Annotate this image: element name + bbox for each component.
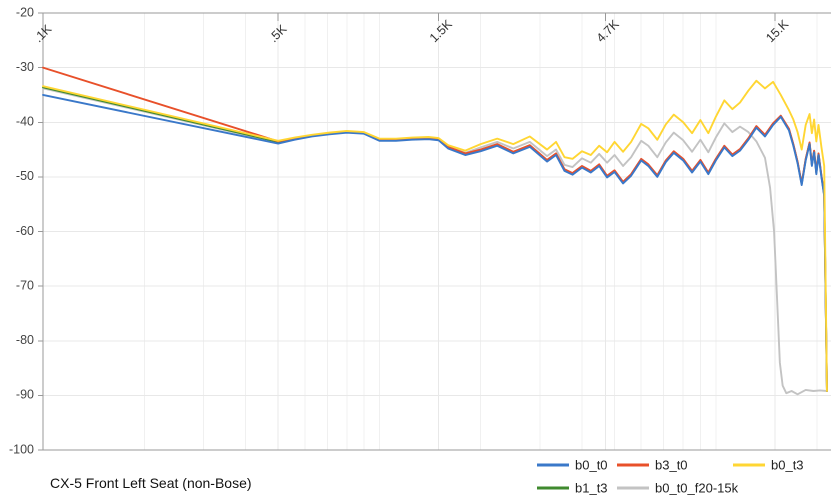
legend-item-b1_t3[interactable]: b1_t3 (537, 480, 608, 495)
legend-item-b0_t0[interactable]: b0_t0 (537, 457, 608, 472)
legend-label-b0_t3: b0_t3 (771, 457, 804, 472)
x-axis-tick-label: .5K (266, 21, 290, 45)
legend-item-b0_t0_f20-15k[interactable]: b0_t0_f20-15k (617, 480, 739, 495)
y-axis-tick-label: -20 (16, 5, 34, 19)
legend-label-b0_t0_f20-15k: b0_t0_f20-15k (655, 480, 739, 495)
y-axis-tick-label: -60 (16, 224, 34, 238)
y-axis-tick-label: -90 (16, 388, 34, 402)
y-axis-tick-label: -100 (9, 442, 34, 456)
y-axis-tick-label: -80 (16, 333, 34, 347)
y-axis-tick-label: -70 (16, 278, 34, 292)
legend-label-b1_t3: b1_t3 (575, 480, 608, 495)
chart-title: CX-5 Front Left Seat (non-Bose) (50, 475, 252, 491)
chart-legend: b0_t0 b3_t0 b0_t3 b1_t3 b0_t0_f20-15k (537, 457, 804, 495)
legend-item-b3_t0[interactable]: b3_t0 (617, 457, 688, 472)
legend-label-b0_t0: b0_t0 (575, 457, 608, 472)
data-series-group (42, 66, 828, 396)
y-axis-tick-label: -30 (16, 60, 34, 74)
y-axis-ticks: -20 -30 -40 -50 -60 -70 -80 -90 -100 (9, 5, 43, 456)
grid-lines (42, 13, 831, 450)
x-axis-tick-label: 15.K (763, 17, 792, 46)
legend-label-b3_t0: b3_t0 (655, 457, 688, 472)
x-axis-ticks: .1K .5K 1.5K 4.7K 15.K (31, 13, 792, 45)
x-axis-tick-label: 1.5K (427, 17, 456, 46)
x-axis-tick-label: 4.7K (594, 17, 623, 46)
y-axis-tick-label: -40 (16, 115, 34, 129)
y-axis-tick-label: -50 (16, 169, 34, 183)
series-line-b0_t0 (42, 93, 828, 392)
series-line-b0_t3 (42, 79, 828, 392)
x-axis-tick-label: .1K (31, 21, 55, 45)
legend-item-b0_t3[interactable]: b0_t3 (733, 457, 804, 472)
series-line-b0_t0_f20-15k (42, 87, 828, 396)
